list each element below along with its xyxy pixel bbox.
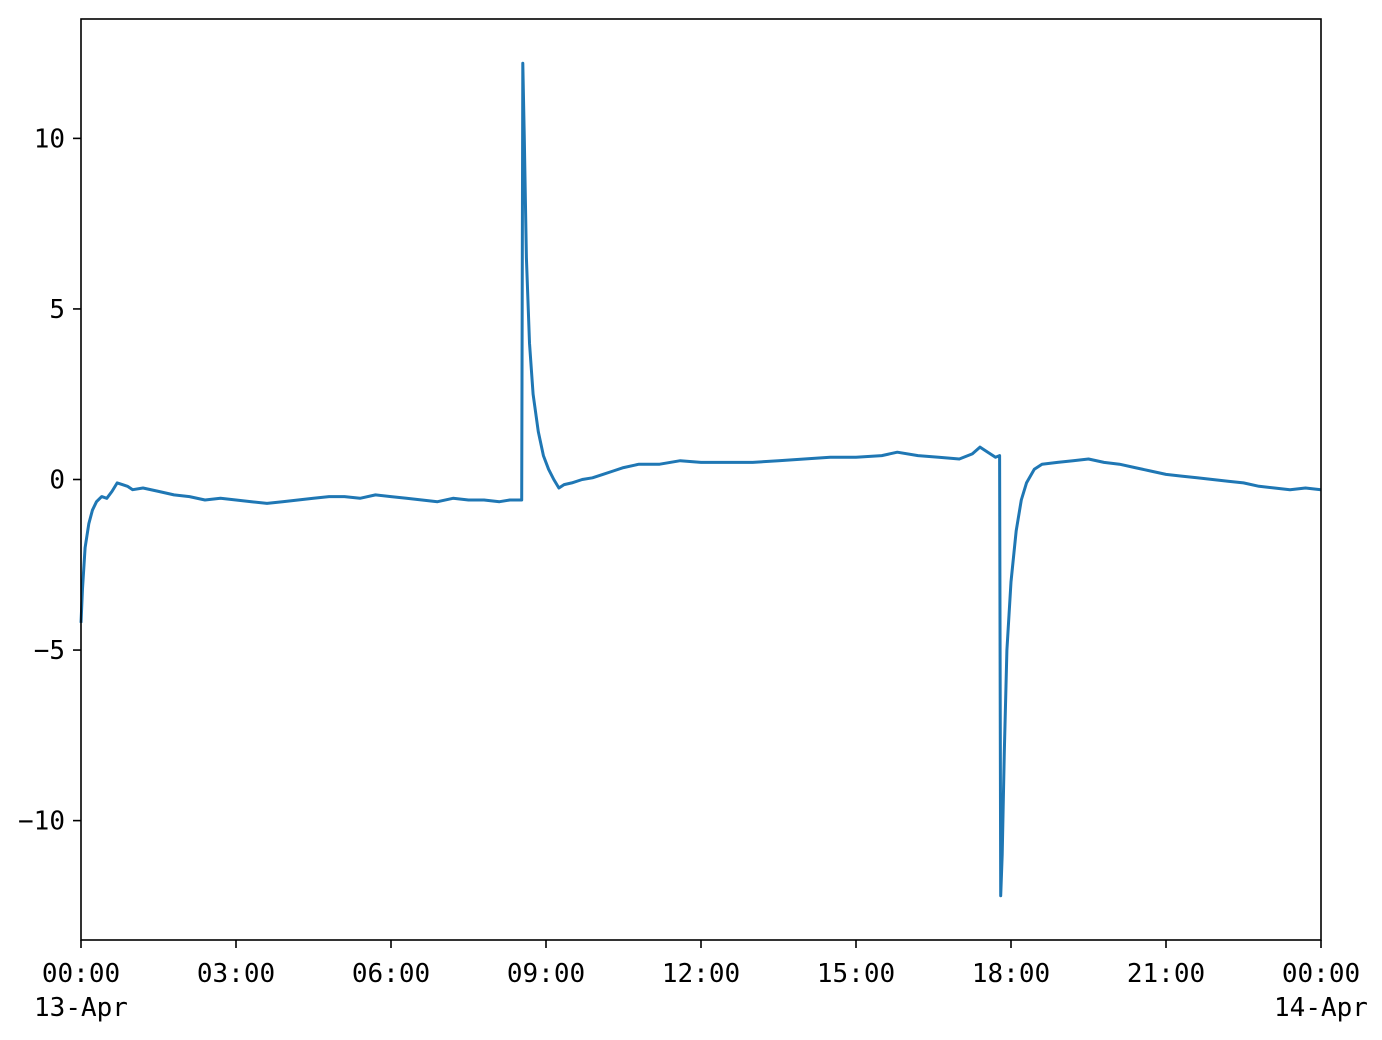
x-tick-label: 00:00 [1282, 959, 1360, 989]
series-layer [79, 61, 1322, 898]
y-tick-label: −10 [18, 807, 65, 837]
y-tick-label: −5 [34, 636, 65, 666]
x-tick-sublabel: 13-Apr [34, 993, 128, 1023]
x-tick-label: 06:00 [352, 959, 430, 989]
x-tick-label: 15:00 [817, 959, 895, 989]
axes: 00:00 13-Apr 03:00 06:00 09:00 12:00 15:00 18:0… [18, 18, 1368, 1023]
x-tick-sublabel: 14-Apr [1274, 993, 1368, 1023]
x-tick-label: 03:00 [197, 959, 275, 989]
y-tick-label: 5 [49, 295, 65, 325]
plot-background [81, 19, 1321, 940]
x-tick-label: 00:00 [42, 959, 120, 989]
y-tick-label: 0 [49, 466, 65, 496]
x-tick-label: 21:00 [1127, 959, 1205, 989]
x-tick-label: 09:00 [507, 959, 585, 989]
series-line-0 [79, 61, 1322, 898]
y-tick-label: 10 [34, 124, 65, 154]
x-tick-label: 18:00 [972, 959, 1050, 989]
plot-area [81, 19, 1321, 940]
x-tick-label: 12:00 [662, 959, 740, 989]
